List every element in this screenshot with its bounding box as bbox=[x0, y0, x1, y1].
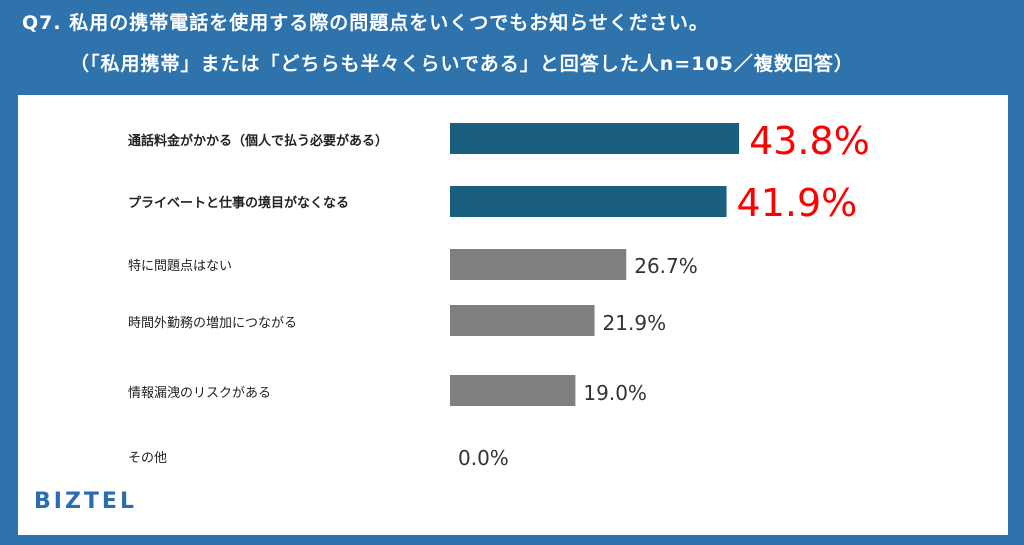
bar bbox=[450, 249, 627, 280]
category-label: その他 bbox=[128, 451, 167, 466]
bar bbox=[450, 123, 740, 154]
chart-panel: 通話料金がかかる（個人で払う必要がある） 43.8% プライベートと仕事の境目がなく… bbox=[18, 95, 1008, 535]
brand-logo: BIZTEL bbox=[34, 489, 137, 514]
bar bbox=[450, 305, 595, 336]
question-subtitle: （「私用携帯」または「どちらも半々くらいである」と回答した人n=105／複数回答… bbox=[70, 53, 854, 75]
bar bbox=[450, 186, 727, 217]
category-label: 通話料金がかかる（個人で払う必要がある） bbox=[128, 133, 388, 149]
category-label: プライベートと仕事の境目がなくなる bbox=[128, 195, 349, 211]
value-label: 26.7% bbox=[634, 254, 698, 278]
bar-chart: 通話料金がかかる（個人で払う必要がある） 43.8% プライベートと仕事の境目がなく… bbox=[128, 119, 870, 470]
bar bbox=[450, 375, 576, 406]
value-label: 19.0% bbox=[583, 381, 647, 405]
value-label: 41.9% bbox=[737, 181, 858, 225]
question-title: Q7. 私用の携帯電話を使用する際の問題点をいくつでもお知らせください。 bbox=[22, 12, 709, 34]
category-label: 時間外勤務の増加につながる bbox=[128, 316, 297, 331]
category-label: 情報漏洩のリスクがある bbox=[128, 385, 271, 401]
value-label: 43.8% bbox=[749, 119, 870, 163]
value-label: 0.0% bbox=[458, 446, 509, 470]
category-label: 特に問題点はない bbox=[128, 259, 232, 274]
value-label: 21.9% bbox=[603, 311, 667, 335]
